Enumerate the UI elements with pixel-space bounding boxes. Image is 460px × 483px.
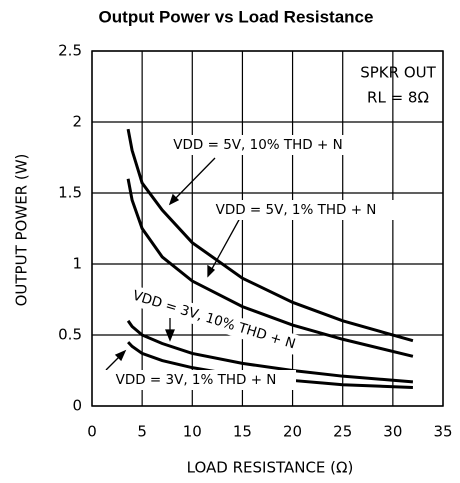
- series-label: VDD = 3V, 1% THD + N: [116, 372, 277, 388]
- leader-arrows: [105, 157, 241, 371]
- line: [126, 128, 414, 343]
- x-tick-label: 30: [383, 423, 402, 441]
- x-tick-label: 5: [137, 423, 147, 441]
- y-tick-label: 2.5: [58, 42, 82, 60]
- x-tick-label: 25: [333, 423, 352, 441]
- x-tick-label: 0: [87, 423, 97, 441]
- x-tick-label: 35: [433, 423, 452, 441]
- y-axis-label: OUTPUT POWER (W): [13, 154, 31, 307]
- x-axis-label: LOAD RESISTANCE (Ω): [187, 459, 354, 477]
- y-tick-label: 0.5: [58, 326, 82, 344]
- annotation: SPKR OUT: [360, 64, 436, 82]
- x-tick-label: 15: [233, 423, 252, 441]
- chart-title: Output Power vs Load Resistance: [99, 7, 374, 26]
- label-bg: [115, 281, 313, 359]
- annotation: RL = 8Ω: [367, 89, 429, 107]
- line: [127, 341, 413, 390]
- series-label: VDD = 5V, 1% THD + N: [216, 202, 377, 218]
- series-label: VDD = 5V, 10% THD + N: [173, 137, 342, 153]
- x-tick-label: 20: [283, 423, 302, 441]
- series-label: VDD = 3V, 10% THD + N: [131, 288, 298, 353]
- y-tick-label: 2: [72, 113, 82, 131]
- line: [126, 319, 414, 384]
- y-tick-label: 1.5: [58, 184, 82, 202]
- label-bg: [96, 370, 296, 390]
- y-tick-label: 1: [72, 255, 82, 273]
- x-tick-label: 10: [183, 423, 202, 441]
- y-tick-label: 0: [72, 397, 82, 415]
- line: [126, 178, 414, 358]
- label-bg: [196, 200, 396, 220]
- label-bg: [158, 135, 358, 155]
